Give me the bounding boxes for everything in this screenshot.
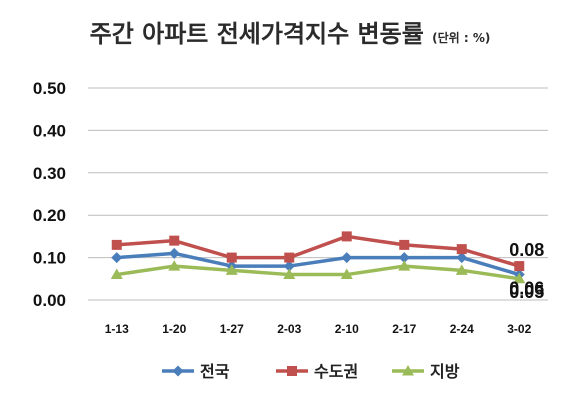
data-point [455,264,468,275]
legend-label: 수도권 [314,362,358,381]
data-point [456,244,467,255]
data-point [111,252,123,264]
series-line [116,234,520,268]
x-axis-ticks: 1-13 1-20 1-27 2-03 2-10 2-17 2-24 3-02 [105,322,532,336]
data-point [398,260,411,271]
x-tick-label: 2-03 [277,322,301,336]
y-tick-label: 0.40 [33,121,66,140]
data-point [283,260,295,272]
legend-item-0: 전국 [162,362,230,381]
data-point [169,235,180,246]
data-point [398,252,410,264]
y-tick-label: 0.10 [33,249,66,268]
data-point [340,268,353,280]
legend: 전국 수도권 지방 [162,362,460,381]
series-2 [110,260,526,284]
data-point [284,252,295,263]
x-tick-label: 2-17 [392,322,416,336]
series-group [110,231,526,284]
data-point [168,247,180,259]
y-tick-label: 0.00 [33,291,66,310]
data-point [341,252,353,264]
x-tick-label: 1-13 [105,322,129,336]
chart-title: 주간 아파트 전세가격지수 변동률 (단위 : %) [0,14,580,49]
data-point [111,239,122,250]
data-label: 0.05 [509,282,544,302]
data-point [110,268,123,280]
y-axis-ticks: 0.00 0.10 0.20 0.30 0.40 0.50 [33,79,66,310]
legend-marker [172,365,184,377]
chart-title-text: 주간 아파트 전세가격지수 변동률 [89,20,424,48]
series-line [116,264,520,281]
gridlines [88,87,548,301]
x-tick-label: 1-27 [220,322,244,336]
legend-label: 지방 [430,362,460,381]
legend-marker [402,365,414,376]
data-point [226,252,237,263]
data-point [456,252,468,264]
data-label: 0.08 [509,240,544,260]
data-labels: 0.08 0.060.05 [509,240,544,302]
y-tick-label: 0.20 [33,206,66,225]
y-tick-label: 0.50 [33,79,66,98]
series-1 [111,231,525,272]
unit-label: (단위 : %) [432,31,491,45]
legend-marker [287,366,297,376]
legend-item-1: 수도권 [276,362,358,381]
data-point [283,268,296,280]
series-line [116,251,520,277]
x-tick-label: 3-02 [507,322,531,336]
data-point [514,261,525,272]
data-point [168,260,181,271]
data-point [513,272,526,284]
legend-item-2: 지방 [392,362,460,381]
y-tick-label: 0.30 [33,164,66,183]
data-point [225,264,238,275]
data-point [341,231,352,242]
x-tick-label: 2-24 [450,322,474,336]
legend-label: 전국 [200,362,230,381]
x-tick-label: 2-10 [335,322,359,336]
data-label: 0.06 [509,279,544,299]
data-point [399,239,410,250]
x-tick-label: 1-20 [162,322,186,336]
